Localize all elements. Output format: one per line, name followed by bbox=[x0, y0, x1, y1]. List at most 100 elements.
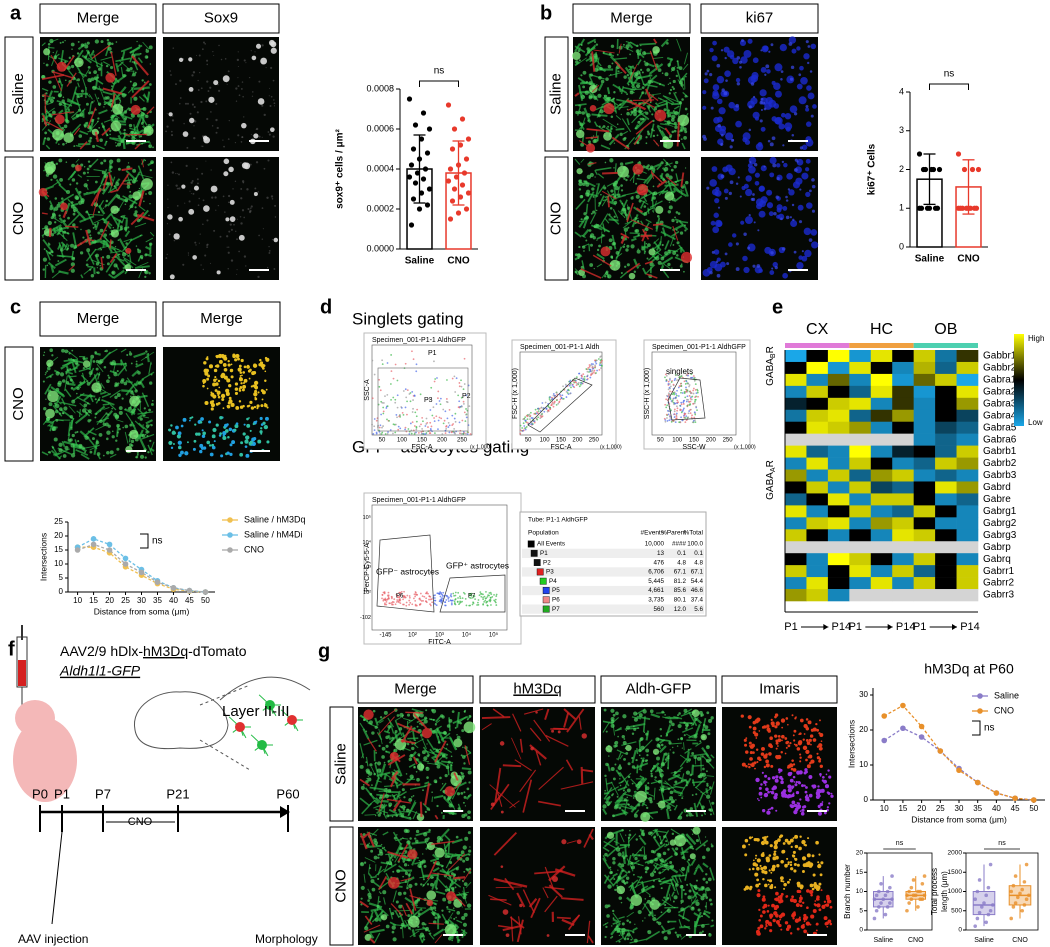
texture bbox=[685, 76, 687, 78]
texture bbox=[425, 927, 429, 931]
texture bbox=[448, 937, 452, 941]
texture bbox=[759, 200, 766, 207]
texture bbox=[770, 142, 774, 146]
texture bbox=[53, 215, 55, 217]
texture bbox=[411, 796, 413, 798]
texture bbox=[767, 791, 770, 794]
texture bbox=[239, 400, 241, 402]
texture bbox=[767, 777, 770, 780]
texture bbox=[781, 778, 784, 781]
texture bbox=[721, 134, 724, 137]
texture bbox=[807, 764, 811, 768]
texture bbox=[624, 244, 626, 246]
texture bbox=[209, 444, 211, 446]
texture bbox=[394, 749, 398, 753]
texture bbox=[87, 402, 89, 404]
texture bbox=[203, 42, 205, 44]
texture bbox=[754, 768, 756, 770]
texture bbox=[181, 425, 184, 428]
texture bbox=[596, 43, 598, 45]
texture bbox=[207, 388, 209, 390]
texture bbox=[62, 41, 64, 43]
texture bbox=[251, 205, 253, 207]
texture bbox=[648, 914, 651, 917]
texture bbox=[660, 858, 664, 862]
texture bbox=[677, 745, 678, 746]
texture bbox=[187, 103, 189, 105]
texture bbox=[590, 73, 593, 76]
texture bbox=[578, 257, 580, 259]
texture bbox=[810, 734, 813, 737]
texture bbox=[438, 916, 441, 919]
texture bbox=[535, 711, 538, 714]
texture bbox=[730, 180, 734, 184]
texture bbox=[404, 863, 407, 866]
texture bbox=[793, 734, 795, 736]
texture bbox=[182, 264, 184, 266]
texture bbox=[103, 159, 106, 162]
texture bbox=[253, 423, 255, 425]
texture bbox=[458, 807, 461, 810]
texture bbox=[650, 77, 652, 79]
texture bbox=[753, 96, 755, 98]
texture bbox=[94, 351, 97, 354]
texture bbox=[401, 814, 404, 817]
texture bbox=[788, 788, 792, 792]
texture bbox=[55, 217, 56, 218]
texture bbox=[720, 143, 723, 146]
texture bbox=[427, 883, 429, 885]
texture bbox=[59, 214, 61, 216]
texture bbox=[710, 716, 713, 719]
texture bbox=[251, 371, 255, 375]
texture bbox=[425, 811, 427, 813]
texture bbox=[218, 396, 221, 399]
texture bbox=[47, 137, 51, 141]
texture bbox=[145, 350, 147, 352]
texture bbox=[679, 66, 683, 70]
texture bbox=[609, 158, 613, 162]
texture bbox=[606, 97, 610, 101]
texture bbox=[116, 424, 120, 428]
texture bbox=[598, 202, 601, 205]
texture bbox=[620, 785, 622, 787]
texture bbox=[642, 86, 645, 89]
texture bbox=[644, 61, 646, 63]
texture bbox=[769, 157, 776, 164]
texture bbox=[66, 248, 68, 250]
texture bbox=[413, 727, 416, 730]
texture bbox=[115, 246, 116, 247]
texture bbox=[677, 60, 679, 62]
texture bbox=[671, 169, 674, 172]
texture bbox=[709, 759, 712, 762]
texture bbox=[235, 142, 236, 143]
texture bbox=[755, 778, 759, 782]
texture bbox=[581, 218, 583, 220]
texture bbox=[83, 367, 85, 369]
texture bbox=[586, 113, 590, 117]
texture bbox=[785, 753, 787, 755]
texture bbox=[88, 409, 92, 413]
texture bbox=[99, 212, 100, 213]
texture bbox=[441, 812, 443, 814]
texture bbox=[787, 724, 789, 726]
texture bbox=[684, 224, 686, 226]
texture bbox=[132, 61, 134, 63]
texture bbox=[230, 443, 233, 446]
texture bbox=[620, 863, 624, 867]
texture bbox=[763, 781, 767, 785]
texture bbox=[776, 721, 780, 725]
texture bbox=[693, 734, 697, 738]
texture bbox=[672, 875, 680, 876]
texture bbox=[137, 248, 139, 250]
texture bbox=[424, 939, 426, 941]
texture bbox=[407, 714, 410, 717]
texture bbox=[127, 226, 129, 228]
texture bbox=[631, 757, 633, 759]
texture bbox=[719, 107, 726, 114]
texture bbox=[95, 39, 99, 43]
texture bbox=[212, 428, 216, 432]
texture bbox=[641, 247, 644, 250]
texture bbox=[611, 724, 615, 728]
texture bbox=[681, 138, 683, 140]
texture bbox=[500, 741, 505, 746]
